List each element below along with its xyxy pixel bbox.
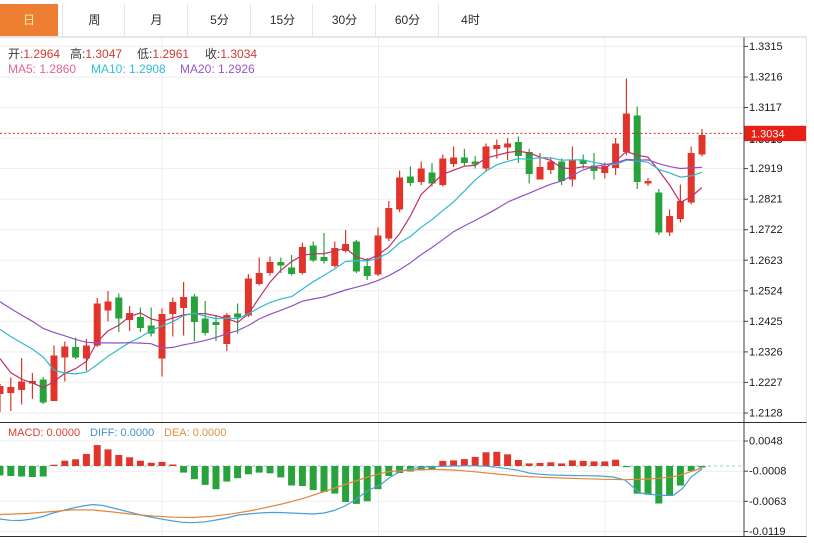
svg-text:1.2919: 1.2919 bbox=[749, 163, 783, 175]
svg-text:1.3216: 1.3216 bbox=[749, 72, 783, 84]
svg-text:-0.0119: -0.0119 bbox=[749, 526, 786, 538]
svg-text:-0.0008: -0.0008 bbox=[749, 466, 786, 478]
svg-text:1.2524: 1.2524 bbox=[749, 285, 783, 297]
svg-text:1.2623: 1.2623 bbox=[749, 255, 783, 267]
svg-text:0.0048: 0.0048 bbox=[749, 436, 783, 448]
svg-text:1.2425: 1.2425 bbox=[749, 316, 783, 328]
svg-text:1.3315: 1.3315 bbox=[749, 41, 783, 53]
svg-text:1.2722: 1.2722 bbox=[749, 224, 783, 236]
svg-text:1.2326: 1.2326 bbox=[749, 346, 783, 358]
svg-text:1.2227: 1.2227 bbox=[749, 377, 783, 389]
svg-text:1.3034: 1.3034 bbox=[751, 129, 785, 141]
svg-text:1.2821: 1.2821 bbox=[749, 194, 783, 206]
svg-text:1.2128: 1.2128 bbox=[749, 408, 783, 420]
svg-text:1.3117: 1.3117 bbox=[749, 102, 782, 114]
svg-text:-0.0063: -0.0063 bbox=[749, 496, 786, 508]
